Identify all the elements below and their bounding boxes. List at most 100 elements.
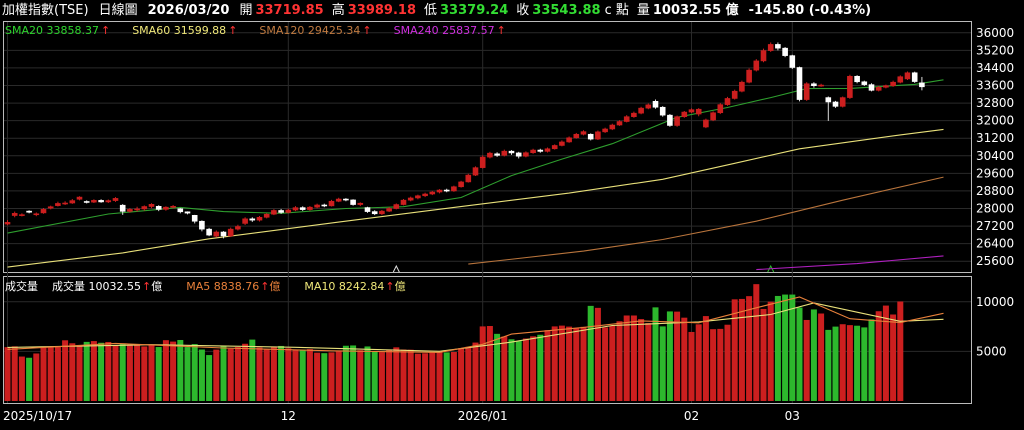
candle-body: [825, 97, 832, 103]
volume-bar: [717, 328, 724, 401]
volume-bar: [789, 294, 796, 401]
candle-body: [393, 204, 400, 209]
candle-body: [47, 206, 54, 209]
candle-body: [760, 50, 767, 62]
volume-bar: [731, 299, 738, 401]
volume-bar: [378, 352, 385, 401]
low-value: 33379.24: [440, 3, 508, 18]
candle-body: [112, 198, 119, 201]
volume-bar: [875, 311, 882, 401]
candle-body: [551, 145, 558, 150]
candle-body: [789, 55, 796, 68]
volume-bar: [429, 352, 436, 401]
candle-body: [839, 97, 846, 107]
candle-body: [688, 109, 695, 113]
candle-body: [710, 112, 716, 121]
ma5-up-arrow-icon: ↑: [260, 280, 269, 293]
candle-body: [184, 211, 191, 214]
volume-bar: [213, 349, 220, 401]
ma5-legend: MA5 8838.76: [186, 280, 259, 293]
sma20-up-arrow-icon: ↑: [101, 24, 110, 37]
candle-body: [285, 209, 292, 213]
volume-bar: [191, 344, 198, 401]
sma-legend: SMA20 33858.37 ↑ SMA60 31599.88 ↑ SMA120 294…: [5, 24, 506, 37]
triangle-marker-icon: [767, 264, 775, 273]
volume-bar: [83, 341, 90, 401]
volume-bar: [666, 311, 673, 401]
candle-body: [494, 153, 500, 156]
candle-body: [638, 107, 644, 114]
candle-body: [595, 131, 601, 140]
candle-body: [703, 119, 709, 128]
candle-body: [386, 208, 392, 212]
candle-body: [465, 174, 472, 183]
candle-body: [177, 208, 184, 213]
candle-body: [220, 231, 227, 237]
candle-body: [587, 133, 594, 140]
candle-body: [616, 121, 623, 126]
candle-body: [667, 114, 673, 126]
volume-bar: [256, 347, 263, 401]
candle-body: [537, 149, 544, 152]
candlestick-series: [4, 42, 925, 239]
volume-bar: [609, 325, 616, 401]
x-tick-label: 12: [281, 409, 296, 423]
candle-body: [479, 156, 486, 168]
candle-body: [911, 72, 918, 82]
candle-body: [278, 210, 284, 213]
volume-bar: [292, 349, 299, 401]
x-tick-label: 02: [684, 409, 699, 423]
candle-body: [314, 204, 320, 208]
candle-body: [919, 82, 925, 88]
volume-bar: [328, 352, 335, 401]
candle-body: [256, 216, 263, 221]
volume-bar: [4, 347, 11, 401]
axis-tick-labels: 36000 35200 34400 33600 32800 32000 31200 30400…: [3, 26, 1014, 423]
price-tick-label: 28000: [976, 202, 1014, 216]
price-tick-label: 36000: [976, 26, 1014, 40]
candle-body: [847, 75, 853, 98]
candle-body: [350, 199, 356, 205]
volume-bar: [141, 346, 148, 401]
candle-body: [11, 213, 18, 216]
volume-bar: [558, 325, 565, 401]
candle-body: [19, 214, 25, 216]
volume-bar: [342, 345, 349, 401]
volume-bar: [400, 349, 407, 401]
volume-bar: [98, 342, 105, 401]
volume-bar: [155, 347, 162, 401]
volume-bar: [580, 326, 587, 401]
volume-bar: [11, 346, 18, 401]
volume-bar: [803, 319, 810, 401]
volume-bar: [796, 307, 803, 401]
candle-body: [782, 47, 788, 56]
price-tick-label: 25600: [976, 254, 1014, 268]
candle-body: [127, 209, 133, 212]
volume-bar: [652, 307, 659, 401]
candle-body: [775, 44, 781, 49]
candle-body: [544, 148, 551, 152]
candle-body: [883, 85, 889, 88]
header-date: 2026/03/20: [148, 3, 230, 18]
volume-bar: [472, 342, 479, 401]
volume-bar: [393, 347, 400, 401]
volume-bar: [623, 315, 630, 401]
volume-bar: [674, 311, 681, 401]
volume-bar: [573, 327, 580, 401]
volume-bar: [782, 294, 789, 401]
close-suffix: c 點: [605, 3, 629, 18]
volume-bar: [414, 353, 421, 401]
candle-body: [271, 210, 277, 215]
candle-body: [523, 152, 529, 157]
volume-bar: [659, 326, 666, 401]
candle-body: [875, 86, 882, 91]
instrument-name: 加權指數(TSE): [2, 3, 89, 18]
volume-bar: [119, 343, 126, 401]
candle-body: [407, 197, 414, 201]
volume-bar: [566, 326, 573, 401]
volume-value: 10032.55 億: [653, 2, 739, 18]
candle-body: [472, 167, 479, 176]
candle-body: [767, 44, 774, 51]
candle-body: [40, 209, 47, 214]
x-tick-label: 2025/10/17: [3, 409, 72, 423]
